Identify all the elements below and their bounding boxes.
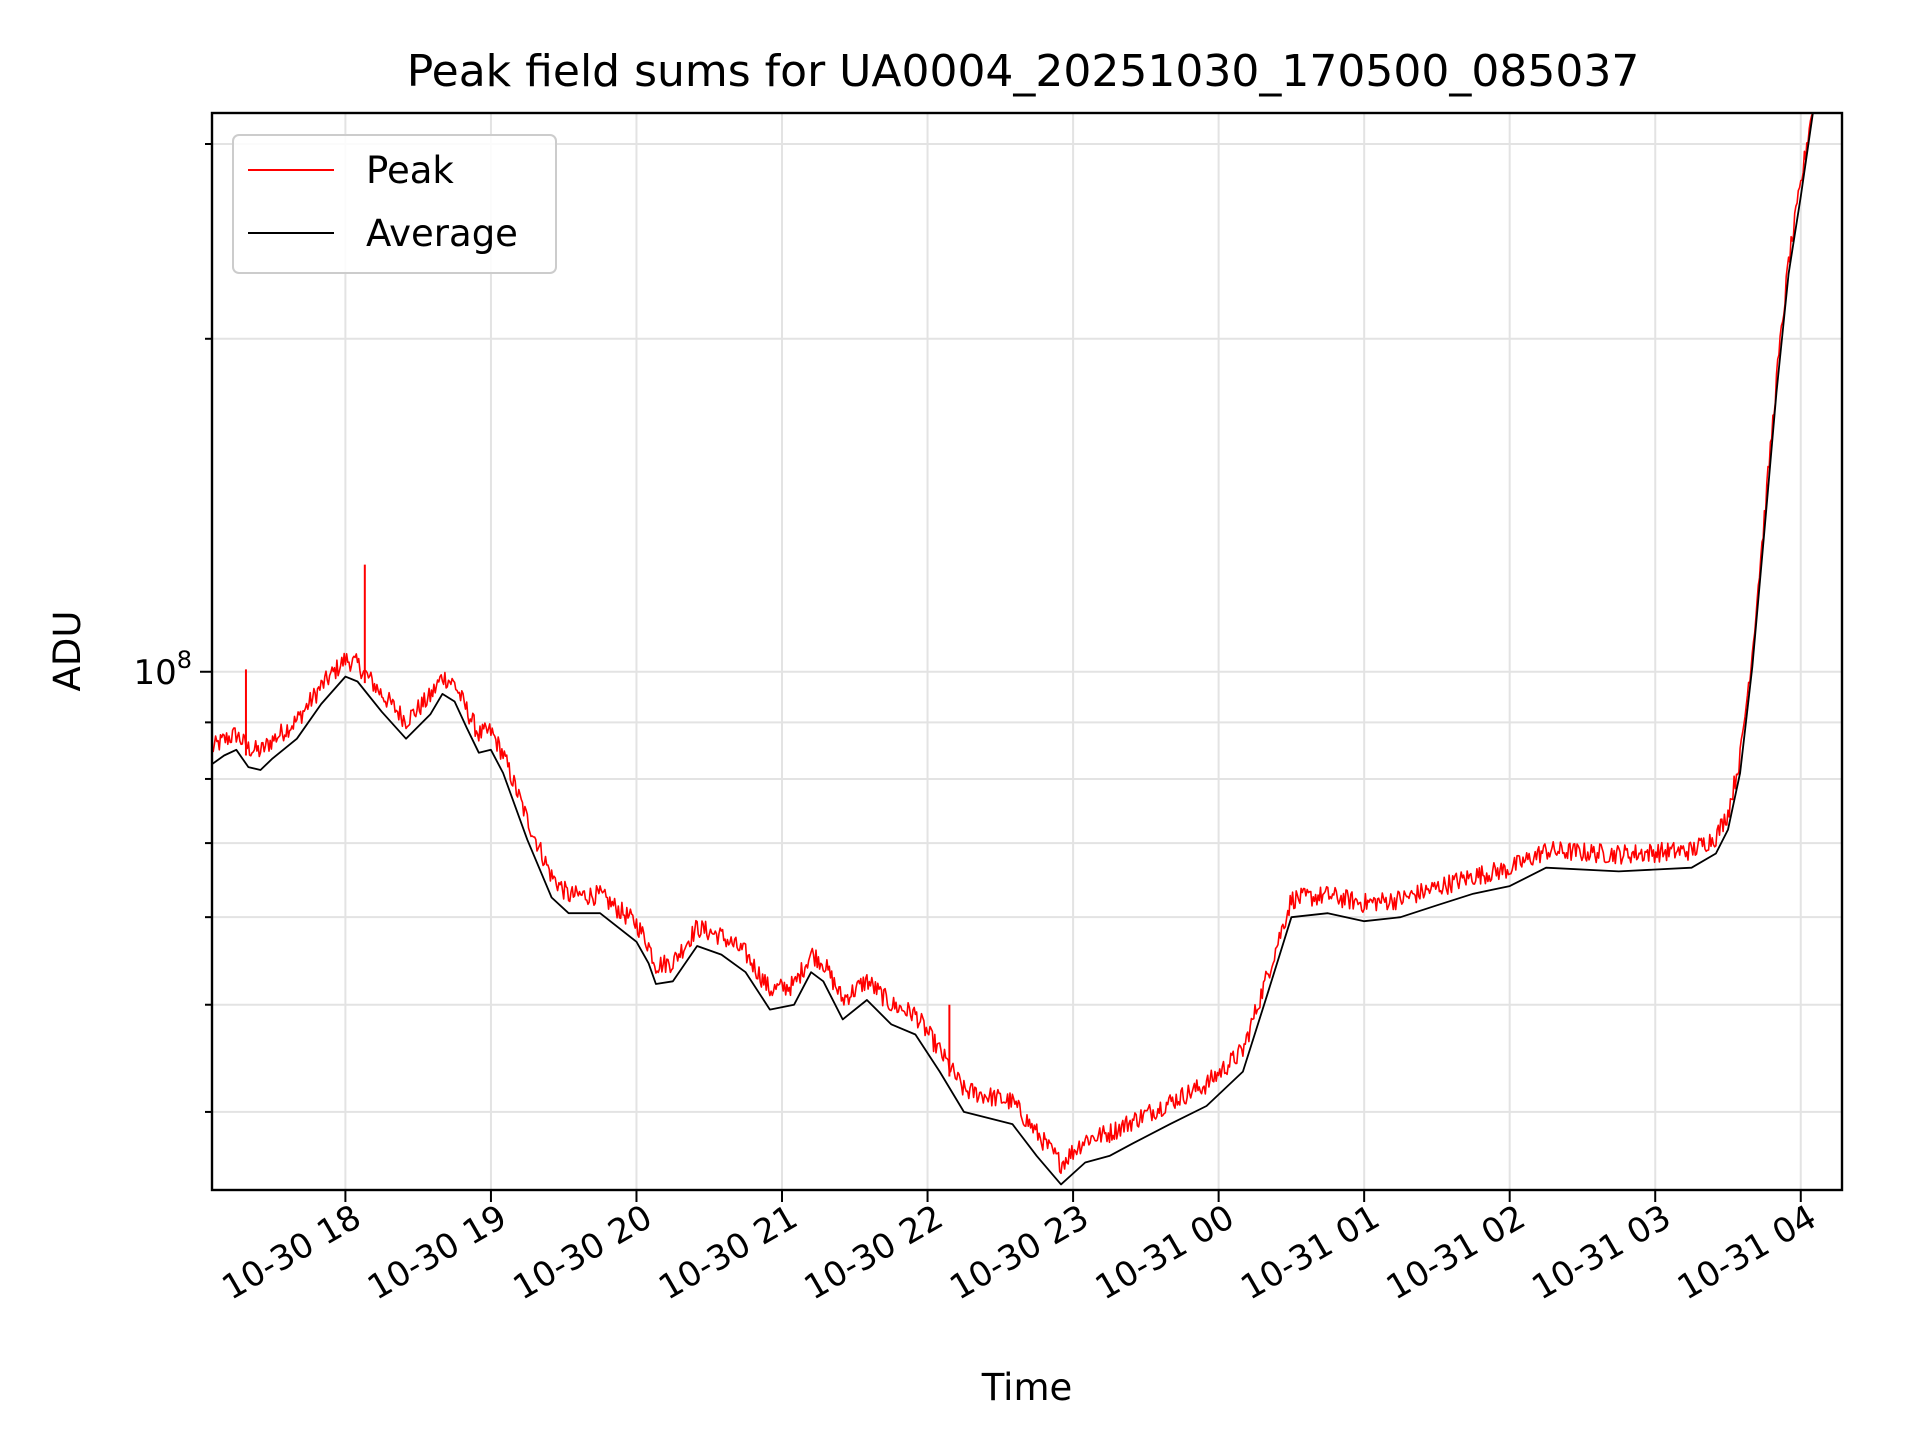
y-axis-label: ADU [46,611,89,692]
legend-label-average: Average [366,212,518,255]
legend-label-peak: Peak [366,149,454,192]
plot-area [212,113,1814,1186]
series-line-average [212,113,1814,1186]
plot-frame [210,111,1844,1192]
y-axis: 108 [133,143,212,1113]
y-tick-label: 108 [133,646,192,693]
chart-title: Peak field sums for UA0004_20251030_1705… [407,46,1640,97]
legend: Peak Average [232,134,557,274]
grid-lines [212,113,1842,1190]
series-line-peak [212,113,1814,1175]
x-axis-label: Time [981,1366,1073,1409]
